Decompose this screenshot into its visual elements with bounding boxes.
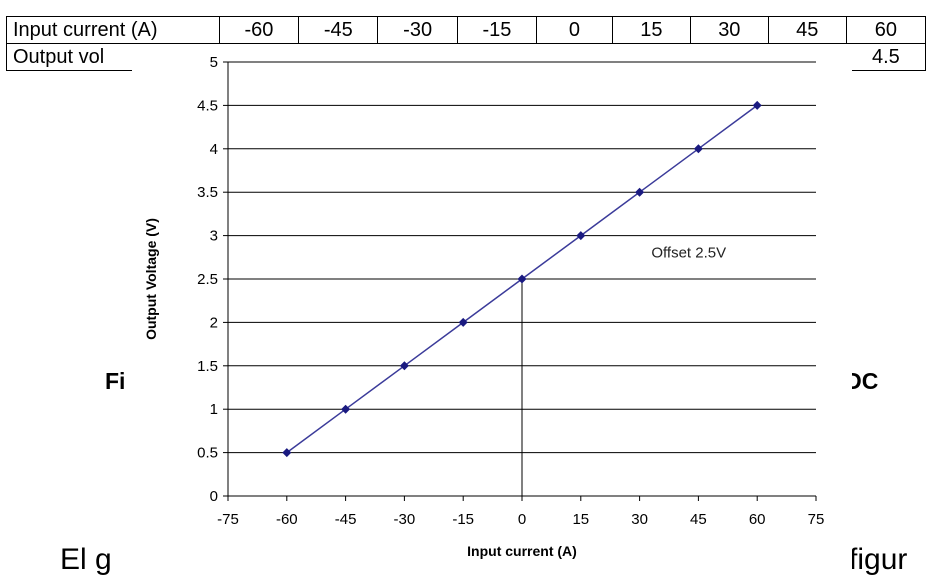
data-point-marker <box>399 361 409 371</box>
x-tick-label: 15 <box>572 511 589 528</box>
table-cell: 15 <box>611 16 691 44</box>
data-point-marker <box>693 144 703 154</box>
offset-annotation: Offset 2.5V <box>651 244 726 261</box>
table-row: Input current (A) -60 -45 -30 -15 0 15 3… <box>6 16 926 44</box>
data-series <box>286 104 758 496</box>
data-point-marker <box>341 404 351 414</box>
y-tick-label: 0.5 <box>197 445 218 462</box>
y-tick-label: 3.5 <box>197 184 218 201</box>
row2-header: Output vol <box>6 43 220 71</box>
table-cell: 30 <box>689 16 769 44</box>
y-tick-label: 1 <box>210 401 218 418</box>
table-cell: -30 <box>377 16 458 44</box>
x-tick-label: 45 <box>690 511 707 528</box>
y-tick-label: 2 <box>210 314 218 331</box>
y-tick-label: 5 <box>210 54 218 71</box>
data-markers <box>282 100 762 458</box>
row1-header: Input current (A) <box>6 16 220 44</box>
table-cell: 4.5 <box>845 43 926 71</box>
data-point-marker <box>458 317 468 327</box>
data-point-marker <box>752 100 762 110</box>
x-tick-label: -45 <box>335 511 357 528</box>
caption-fragment-left: Fi <box>105 368 126 394</box>
x-tick-label: 75 <box>808 511 825 528</box>
x-tick-label: 60 <box>749 511 766 528</box>
x-tick-label: 30 <box>631 511 648 528</box>
data-point-marker <box>576 231 586 241</box>
y-tick-label: 0 <box>210 488 218 505</box>
table-cell: -15 <box>456 16 538 44</box>
table-cell: 0 <box>536 16 613 44</box>
y-axis-label: Output Voltage (V) <box>143 218 159 340</box>
y-tick-label: 3 <box>210 228 218 245</box>
x-tick-label: -60 <box>276 511 298 528</box>
x-axis-label: Input current (A) <box>467 543 577 559</box>
table-cell: 45 <box>767 16 847 44</box>
x-tick-label: -30 <box>394 511 416 528</box>
data-point-marker <box>517 274 527 284</box>
y-tick-label: 4 <box>210 141 218 158</box>
x-tick-label: 0 <box>518 511 526 528</box>
body-text-fragment-left: El g <box>60 543 112 576</box>
x-tick-label: -15 <box>452 511 474 528</box>
line-chart: 0 0.5 1 1.5 2 2.5 3 3.5 4 4.5 5 -75 -60 -45 -30 -15 0 15 3… <box>143 54 824 559</box>
y-tick-label: 2.5 <box>197 271 218 288</box>
table-cell: -45 <box>298 16 379 44</box>
table-cell: 60 <box>845 16 926 44</box>
y-tick-label: 4.5 <box>197 97 218 114</box>
table-cell: -60 <box>218 16 300 44</box>
x-tick-label: -75 <box>217 511 239 528</box>
data-point-marker <box>282 448 292 458</box>
chart-container: 0 0.5 1 1.5 2 2.5 3 3.5 4 4.5 5 -75 -60 -45 -30 -15 0 15 3… <box>132 44 852 570</box>
y-tick-label: 1.5 <box>197 358 218 375</box>
tick-labels: 0 0.5 1 1.5 2 2.5 3 3.5 4 4.5 5 -75 -60 -45 -30 -15 0 15 3… <box>197 54 824 528</box>
data-point-marker <box>635 187 645 197</box>
